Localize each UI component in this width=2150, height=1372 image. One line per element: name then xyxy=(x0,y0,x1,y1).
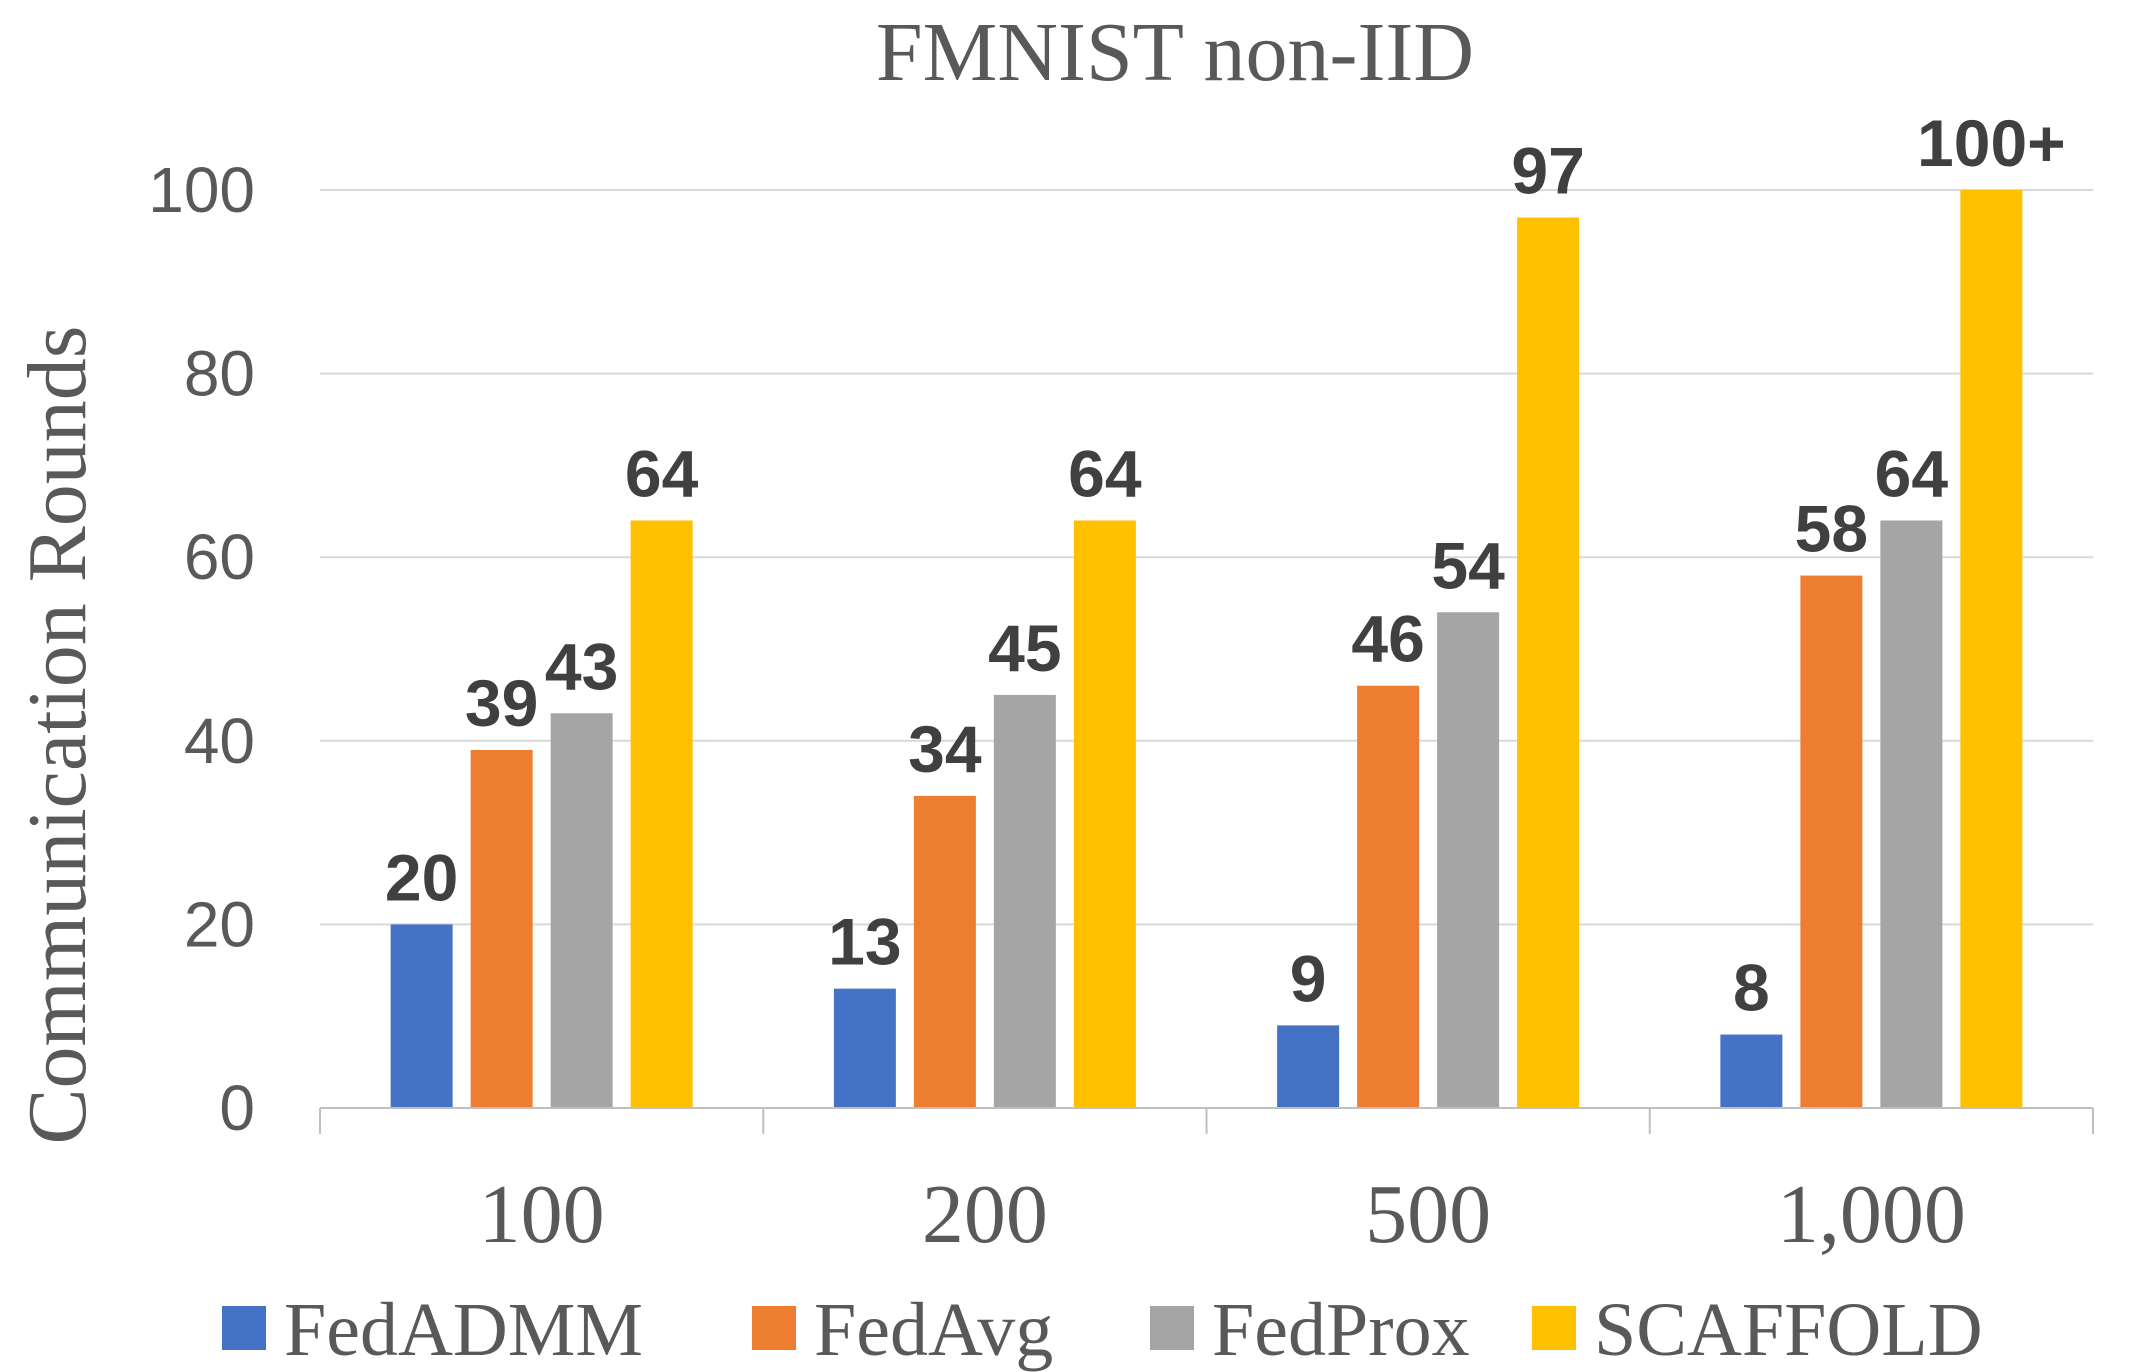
chart-title: FMNIST non-IID xyxy=(876,6,1474,99)
y-tick-label: 0 xyxy=(219,1072,255,1144)
data-label: 20 xyxy=(385,840,458,914)
data-label: 58 xyxy=(1795,492,1868,566)
data-label: 100+ xyxy=(1917,106,2066,180)
y-tick-label: 80 xyxy=(184,338,255,410)
data-label: 34 xyxy=(908,712,982,786)
legend-label: FedProx xyxy=(1212,1288,1470,1372)
data-label: 39 xyxy=(465,666,538,740)
y-tick-label: 100 xyxy=(148,154,255,226)
data-label: 64 xyxy=(625,436,699,510)
bars xyxy=(390,190,2023,1109)
gridlines xyxy=(320,189,2093,926)
x-tick-label: 200 xyxy=(922,1168,1048,1261)
legend-label: SCAFFOLD xyxy=(1594,1288,1983,1372)
x-tick-label: 1,000 xyxy=(1777,1168,1966,1261)
data-label: 8 xyxy=(1733,951,1770,1025)
legend-swatch xyxy=(222,1306,266,1350)
data-label: 46 xyxy=(1351,602,1424,676)
legend-item-fedadmm: FedADMM xyxy=(222,1288,643,1372)
bar-fedavg xyxy=(1357,685,1420,1108)
legend-item-fedprox: FedProx xyxy=(1150,1288,1470,1372)
x-axis-ticks: 100 200 500 1,000 xyxy=(479,1168,1966,1261)
bar-fedprox xyxy=(550,713,613,1108)
data-label: 64 xyxy=(1068,436,1142,510)
legend-swatch xyxy=(1532,1306,1576,1350)
y-axis-ticks: 0 20 40 60 80 100 xyxy=(148,154,255,1144)
bar-fedprox xyxy=(1437,612,1500,1108)
data-label: 43 xyxy=(545,629,618,703)
bar-fedadmm xyxy=(1277,1025,1340,1108)
data-label: 9 xyxy=(1290,941,1327,1015)
data-label: 13 xyxy=(828,905,901,979)
legend-label: FedAvg xyxy=(814,1288,1053,1372)
data-label: 54 xyxy=(1431,528,1505,602)
legend-swatch xyxy=(752,1306,796,1350)
bar-fedadmm xyxy=(1720,1034,1783,1108)
legend-label: FedADMM xyxy=(284,1288,643,1372)
bar-fedadmm xyxy=(390,924,453,1108)
y-tick-label: 20 xyxy=(184,888,255,960)
x-tick-label: 100 xyxy=(479,1168,605,1261)
bar-fedadmm xyxy=(833,988,896,1108)
y-tick-label: 40 xyxy=(184,705,255,777)
bar-fedprox xyxy=(1880,520,1943,1108)
legend-item-fedavg: FedAvg xyxy=(752,1288,1053,1372)
data-label: 45 xyxy=(988,611,1061,685)
y-axis-label: Communication Rounds xyxy=(11,326,104,1145)
bar-scaffold xyxy=(1073,520,1136,1108)
legend-item-scaffold: SCAFFOLD xyxy=(1532,1288,1983,1372)
data-label: 64 xyxy=(1875,436,1949,510)
bar-scaffold xyxy=(1960,190,2023,1108)
bar-scaffold xyxy=(630,520,693,1108)
bar-scaffold xyxy=(1517,217,1580,1109)
bar-fedprox xyxy=(993,694,1056,1108)
data-label: 97 xyxy=(1511,134,1584,208)
legend: FedADMM FedAvg FedProx SCAFFOLD xyxy=(222,1288,1983,1372)
x-axis xyxy=(319,1107,2094,1134)
bar-fedavg xyxy=(470,749,533,1108)
bar-fedavg xyxy=(1800,575,1863,1108)
bar-fedavg xyxy=(913,795,976,1108)
legend-swatch xyxy=(1150,1306,1194,1350)
x-tick-label: 500 xyxy=(1365,1168,1491,1261)
y-tick-label: 60 xyxy=(184,521,255,593)
